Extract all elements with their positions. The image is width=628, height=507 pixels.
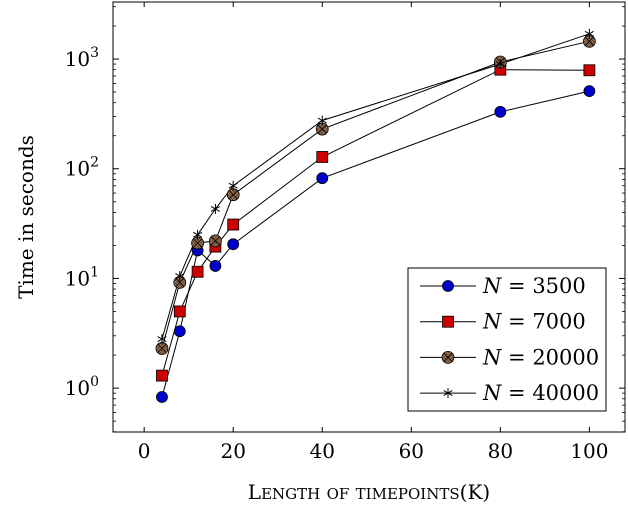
x-tick-label: 100 (570, 439, 608, 463)
data-point-series-2 (316, 151, 329, 163)
plot-frame (112, 1, 626, 433)
legend: N = 3500 N = 7000 N = 20000 N = 40000 (407, 267, 607, 412)
legend-entry: N = 40000 (420, 381, 599, 405)
y-tick-label: 102 (65, 155, 99, 181)
data-point-series-3 (155, 342, 169, 355)
data-point-series-2 (191, 265, 204, 278)
data-point-series-2 (173, 305, 186, 318)
legend-marker (442, 280, 454, 292)
y-tick-label: 101 (65, 264, 99, 290)
data-point-series-4 (175, 271, 185, 282)
data-point-series-3 (582, 34, 596, 48)
data-point-series-3 (226, 188, 240, 202)
data-point-series-4 (317, 115, 327, 126)
legend-marker (443, 388, 453, 399)
data-point-series-2 (583, 64, 596, 77)
data-point-series-2 (227, 218, 240, 231)
data-point-series-4 (193, 229, 203, 240)
data-point-series-1 (494, 105, 507, 118)
x-tick-label: 20 (220, 439, 245, 463)
x-axis-ticks: 0 20 40 60 80 100 (138, 2, 608, 463)
y-axis-title: Time in seconds (14, 135, 38, 299)
data-point-series-4 (157, 334, 167, 345)
data-point-series-4 (495, 59, 505, 70)
legend-marker (442, 315, 454, 328)
legend-entry: N = 20000 (420, 345, 599, 369)
legend-label: N = 40000 (482, 381, 599, 405)
data-point-series-3 (208, 234, 222, 248)
legend-label: N = 7000 (482, 310, 586, 334)
legend-entry: N = 7000 (420, 310, 586, 334)
series-line-1 (161, 90, 590, 398)
data-point-series-3 (173, 276, 187, 289)
data-point-series-1 (209, 260, 222, 272)
legend-label: N = 20000 (482, 345, 599, 369)
series-line-2 (161, 69, 590, 376)
series-lines (161, 33, 590, 398)
x-tick-label: 60 (399, 439, 424, 463)
x-tick-label: 0 (138, 439, 151, 463)
data-point-series-4 (210, 203, 220, 214)
y-axis-ticks: 100 101 102 103 (65, 6, 625, 433)
legend-marker (441, 350, 455, 364)
x-axis-title: LENGTH OF TIMEPOINTS(K) (248, 480, 490, 504)
series-line-4 (161, 33, 590, 340)
data-point-series-4 (584, 28, 594, 39)
data-point-series-1 (173, 325, 186, 338)
data-point-series-2 (156, 369, 168, 382)
legend-entry: N = 3500 (420, 274, 586, 298)
data-point-series-4 (228, 180, 238, 191)
data-point-series-1 (316, 172, 329, 185)
data-point-series-1 (583, 85, 596, 98)
x-tick-label: 40 (310, 439, 335, 463)
y-tick-label: 100 (65, 374, 99, 400)
data-point-series-1 (156, 391, 168, 403)
legend-label: N = 3500 (482, 274, 586, 298)
x-tick-label: 80 (488, 439, 513, 463)
series-markers (155, 28, 596, 403)
legend-box (407, 267, 607, 412)
data-point-series-1 (227, 238, 240, 251)
y-tick-label: 103 (65, 45, 99, 71)
